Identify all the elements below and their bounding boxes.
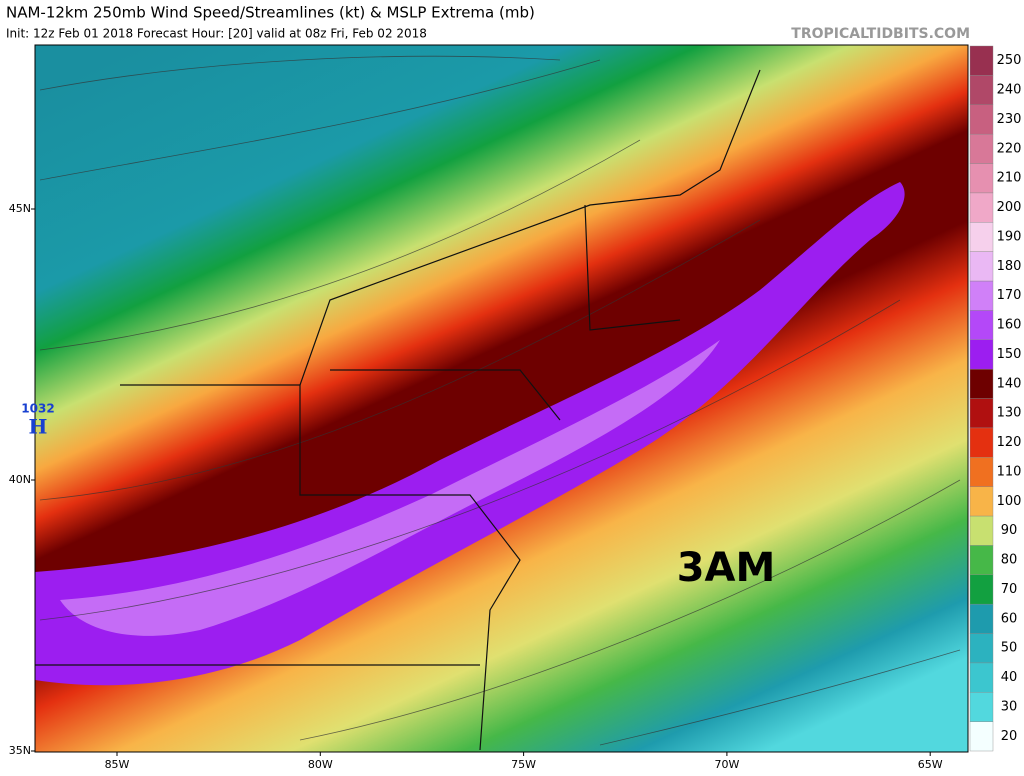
borders [35,69,761,751]
subtitle: Init: 12z Feb 01 2018 Forecast Hour: [20… [6,27,427,41]
high-pressure: H [29,415,48,439]
colorbar-label: 170 [997,288,1022,303]
colorbar-label: 240 [997,83,1022,98]
colorbar-label: 60 [1001,611,1018,626]
colorbar-cell [969,368,994,399]
colorbar-label: 100 [997,494,1022,509]
lon-label: 75W [511,758,536,771]
lon-label: 85W [105,758,130,771]
colorbar-cell [969,104,994,135]
colorbar-label: 130 [997,406,1022,421]
lon-label: 65W [918,758,943,771]
colorbar-cell [969,310,994,340]
site-credit: TROPICALTIDBITS.COM [791,26,970,42]
colorbar-cell [969,427,994,458]
colorbar-cell [969,721,994,752]
colorbar-cell [969,75,994,105]
colorbar-cell [969,251,994,282]
colorbar-label: 190 [997,229,1022,244]
colorbar-cell [969,457,994,487]
colorbar-label: 20 [1001,729,1018,744]
colorbar-label: 230 [997,112,1022,127]
lat-label: 35N [9,744,31,757]
colorbar-cell [969,133,994,164]
colorbar-label: 40 [1001,670,1018,685]
lon-label: 80W [308,758,333,771]
colorbar-label: 220 [997,141,1022,156]
colorbar-label: 90 [1001,523,1018,538]
jet-max [60,340,720,636]
colorbar-cell [969,192,994,223]
colorbar-cell [969,662,994,693]
colorbar-cell [969,398,994,429]
colorbar-label: 70 [1001,582,1018,597]
colorbar-label: 180 [997,259,1022,274]
colorbar-label: 250 [997,53,1022,68]
colorbar-cell [969,163,994,194]
streamlines [39,55,961,746]
colorbar-label: 150 [997,347,1022,362]
jet-core [35,182,905,686]
colorbar-cell [969,545,994,575]
colorbar-label: 30 [1001,699,1018,714]
map [35,45,968,752]
colorbar-cell [969,633,994,664]
pressure-value: 1032 [21,402,54,416]
colorbar-label: 80 [1001,553,1018,568]
colorbar-label: 160 [997,318,1022,333]
title: NAM-12km 250mb Wind Speed/Streamlines (k… [6,4,535,22]
map-frame [34,44,969,753]
lat-label: 40N [9,473,31,486]
lon-label: 70W [714,758,739,771]
colorbar-cell [969,486,994,517]
colorbar-cell [969,574,994,605]
colorbar-label: 200 [997,200,1022,215]
colorbar-cell [969,603,994,634]
lat-label: 45N [9,202,31,215]
colorbar-cell [969,222,994,252]
colorbar-label: 110 [997,464,1022,479]
colorbar-cell [969,45,994,76]
colorbar-cell [969,692,994,722]
colorbar-cell [969,515,994,546]
colorbar-cell [969,339,994,370]
colorbar-label: 50 [1001,641,1018,656]
annotation: 3AM [677,545,776,591]
colorbar-cell [969,280,994,311]
colorbar-label: 120 [997,435,1022,450]
colorbar-label: 210 [997,171,1022,186]
colorbar-label: 140 [997,376,1022,391]
